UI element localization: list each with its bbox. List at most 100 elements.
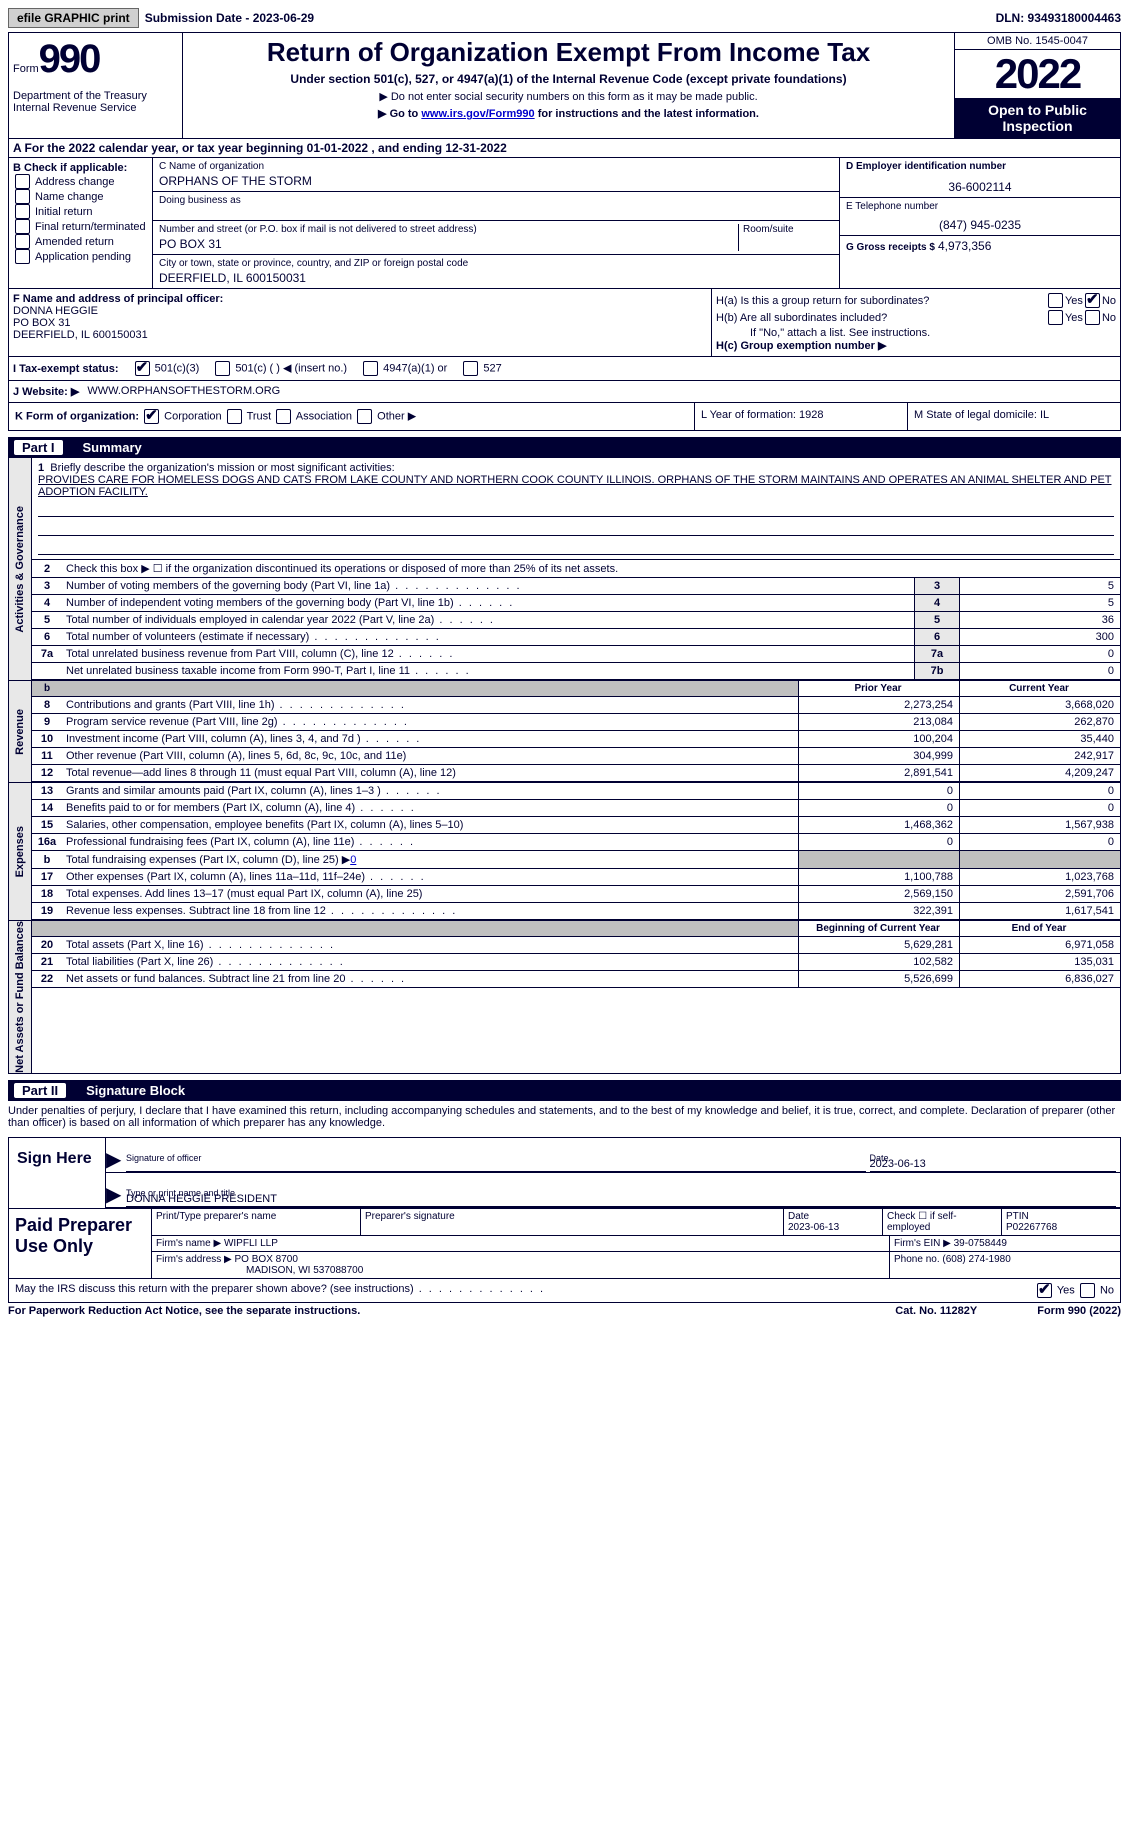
checkbox-icon[interactable]: [1048, 293, 1063, 308]
part2-header: Part II Signature Block: [8, 1080, 1121, 1101]
form-id-box: Form990 Department of the Treasury Inter…: [9, 33, 183, 138]
form-subtitle: Under section 501(c), 527, or 4947(a)(1)…: [187, 72, 950, 86]
checkbox-icon[interactable]: [144, 409, 159, 424]
officer-addr2: DEERFIELD, IL 600150031: [13, 329, 707, 341]
officer-addr1: PO BOX 31: [13, 317, 707, 329]
discuss-row: May the IRS discuss this return with the…: [8, 1279, 1121, 1303]
info-grid: B Check if applicable: Address change Na…: [8, 158, 1121, 289]
irs-link[interactable]: www.irs.gov/Form990: [421, 108, 534, 120]
form-header: Form990 Department of the Treasury Inter…: [8, 32, 1121, 139]
street: PO BOX 31: [159, 237, 738, 251]
sign-here-label: Sign Here: [9, 1138, 106, 1208]
checkbox-icon[interactable]: [1048, 310, 1063, 325]
dba-label: Doing business as: [159, 195, 833, 206]
checkbox-icon[interactable]: [15, 234, 30, 249]
checkbox-icon[interactable]: [15, 219, 30, 234]
checkbox-icon[interactable]: [463, 361, 478, 376]
side-gov: Activities & Governance: [9, 458, 32, 680]
dept-label: Department of the Treasury Internal Reve…: [13, 90, 178, 114]
efile-print-button[interactable]: efile GRAPHIC print: [8, 8, 139, 28]
open-inspection: Open to Public Inspection: [955, 98, 1120, 138]
klm-row: K Form of organization: Corporation Trus…: [8, 403, 1121, 431]
tax-year: 2022: [955, 50, 1120, 98]
col-b-checkboxes: B Check if applicable: Address change Na…: [9, 158, 153, 288]
org-name: ORPHANS OF THE STORM: [159, 174, 833, 188]
city-label: City or town, state or province, country…: [159, 258, 833, 269]
col-m: M State of legal domicile: IL: [908, 403, 1120, 430]
website-row: J Website: ▶ WWW.ORPHANSOFTHESTORM.ORG: [8, 381, 1121, 403]
section-a: A For the 2022 calendar year, or tax yea…: [8, 139, 1121, 158]
rev-section: Revenue bPrior YearCurrent Year 8Contrib…: [8, 681, 1121, 783]
checkbox-icon[interactable]: [15, 174, 30, 189]
sig-declaration: Under penalties of perjury, I declare th…: [8, 1101, 1121, 1133]
arrow-icon: ▶: [106, 1138, 126, 1172]
checkbox-icon[interactable]: [15, 189, 30, 204]
checkbox-icon[interactable]: [227, 409, 242, 424]
h-note: If "No," attach a list. See instructions…: [716, 327, 1116, 339]
part1-title: Summary: [83, 440, 142, 455]
form-prefix: Form: [13, 63, 39, 75]
preparer-label: Paid Preparer Use Only: [9, 1209, 152, 1278]
status-row: I Tax-exempt status: 501(c)(3) 501(c) ( …: [8, 357, 1121, 381]
top-bar: efile GRAPHIC print Submission Date - 20…: [8, 8, 1121, 28]
form-title: Return of Organization Exempt From Incom…: [187, 37, 950, 68]
col-b-label: B Check if applicable:: [13, 162, 148, 174]
part2-title: Signature Block: [86, 1083, 185, 1098]
goto-line: ▶ Go to www.irs.gov/Form990 for instruct…: [187, 107, 950, 120]
gov-section: Activities & Governance 1 Briefly descri…: [8, 458, 1121, 681]
website-url: WWW.ORPHANSOFTHESTORM.ORG: [87, 385, 280, 398]
exp-lines: 13Grants and similar amounts paid (Part …: [32, 783, 1120, 920]
mission-text: PROVIDES CARE FOR HOMELESS DOGS AND CATS…: [38, 474, 1112, 498]
part-num: Part II: [14, 1083, 66, 1098]
col-f-officer: F Name and address of principal officer:…: [9, 289, 712, 356]
checkbox-icon[interactable]: [15, 249, 30, 264]
footer: For Paperwork Reduction Act Notice, see …: [8, 1305, 1121, 1317]
h-c: H(c) Group exemption number ▶: [716, 339, 1116, 352]
org-name-label: C Name of organization: [159, 161, 833, 172]
mission-block: 1 Briefly describe the organization's mi…: [32, 458, 1120, 560]
ein: 36-6002114: [846, 180, 1114, 194]
city: DEERFIELD, IL 600150031: [159, 271, 833, 285]
dln-number: DLN: 93493180004463: [996, 11, 1121, 25]
col-c-org-info: C Name of organization ORPHANS OF THE ST…: [153, 158, 839, 288]
checkbox-icon[interactable]: [276, 409, 291, 424]
ein-label: D Employer identification number: [846, 161, 1114, 172]
omb-number: OMB No. 1545-0047: [955, 33, 1120, 50]
gross-label: G Gross receipts $: [846, 242, 935, 253]
phone: (847) 945-0235: [846, 218, 1114, 232]
part1-header: Part I Summary: [8, 437, 1121, 458]
checkbox-icon[interactable]: [1080, 1283, 1095, 1298]
col-h-group: H(a) Is this a group return for subordin…: [712, 289, 1120, 356]
room-label: Room/suite: [743, 224, 833, 235]
col-de: D Employer identification number 36-6002…: [839, 158, 1120, 288]
side-net: Net Assets or Fund Balances: [9, 921, 32, 1073]
phone-label: E Telephone number: [846, 201, 1114, 212]
side-rev: Revenue: [9, 681, 32, 782]
checkbox-icon[interactable]: [1085, 310, 1100, 325]
checkbox-icon[interactable]: [1037, 1283, 1052, 1298]
checkbox-icon[interactable]: [363, 361, 378, 376]
form-number: 990: [39, 37, 100, 81]
part-num: Part I: [14, 440, 63, 455]
side-exp: Expenses: [9, 783, 32, 920]
officer-name: DONNA HEGGIE: [13, 305, 707, 317]
arrow-icon: ▶: [106, 1173, 126, 1207]
checkbox-icon[interactable]: [215, 361, 230, 376]
form-title-box: Return of Organization Exempt From Incom…: [183, 33, 954, 138]
exp-section: Expenses 13Grants and similar amounts pa…: [8, 783, 1121, 921]
checkbox-icon[interactable]: [1085, 293, 1100, 308]
gov-lines: 2Check this box ▶ ☐ if the organization …: [32, 560, 1120, 680]
net-section: Net Assets or Fund Balances Beginning of…: [8, 921, 1121, 1074]
preparer-block: Paid Preparer Use Only Print/Type prepar…: [8, 1209, 1121, 1279]
rev-lines: bPrior YearCurrent Year 8Contributions a…: [32, 681, 1120, 782]
gross: 4,973,356: [938, 239, 991, 253]
year-box: OMB No. 1545-0047 2022 Open to Public In…: [954, 33, 1120, 138]
checkbox-icon[interactable]: [15, 204, 30, 219]
form-caution: ▶ Do not enter social security numbers o…: [187, 90, 950, 103]
officer-label: F Name and address of principal officer:: [13, 293, 707, 305]
street-label: Number and street (or P.O. box if mail i…: [159, 224, 738, 235]
checkbox-icon[interactable]: [357, 409, 372, 424]
sign-here-block: Sign Here ▶ Signature of officer 2023-06…: [8, 1137, 1121, 1209]
col-k: K Form of organization: Corporation Trus…: [9, 403, 695, 430]
checkbox-icon[interactable]: [135, 361, 150, 376]
